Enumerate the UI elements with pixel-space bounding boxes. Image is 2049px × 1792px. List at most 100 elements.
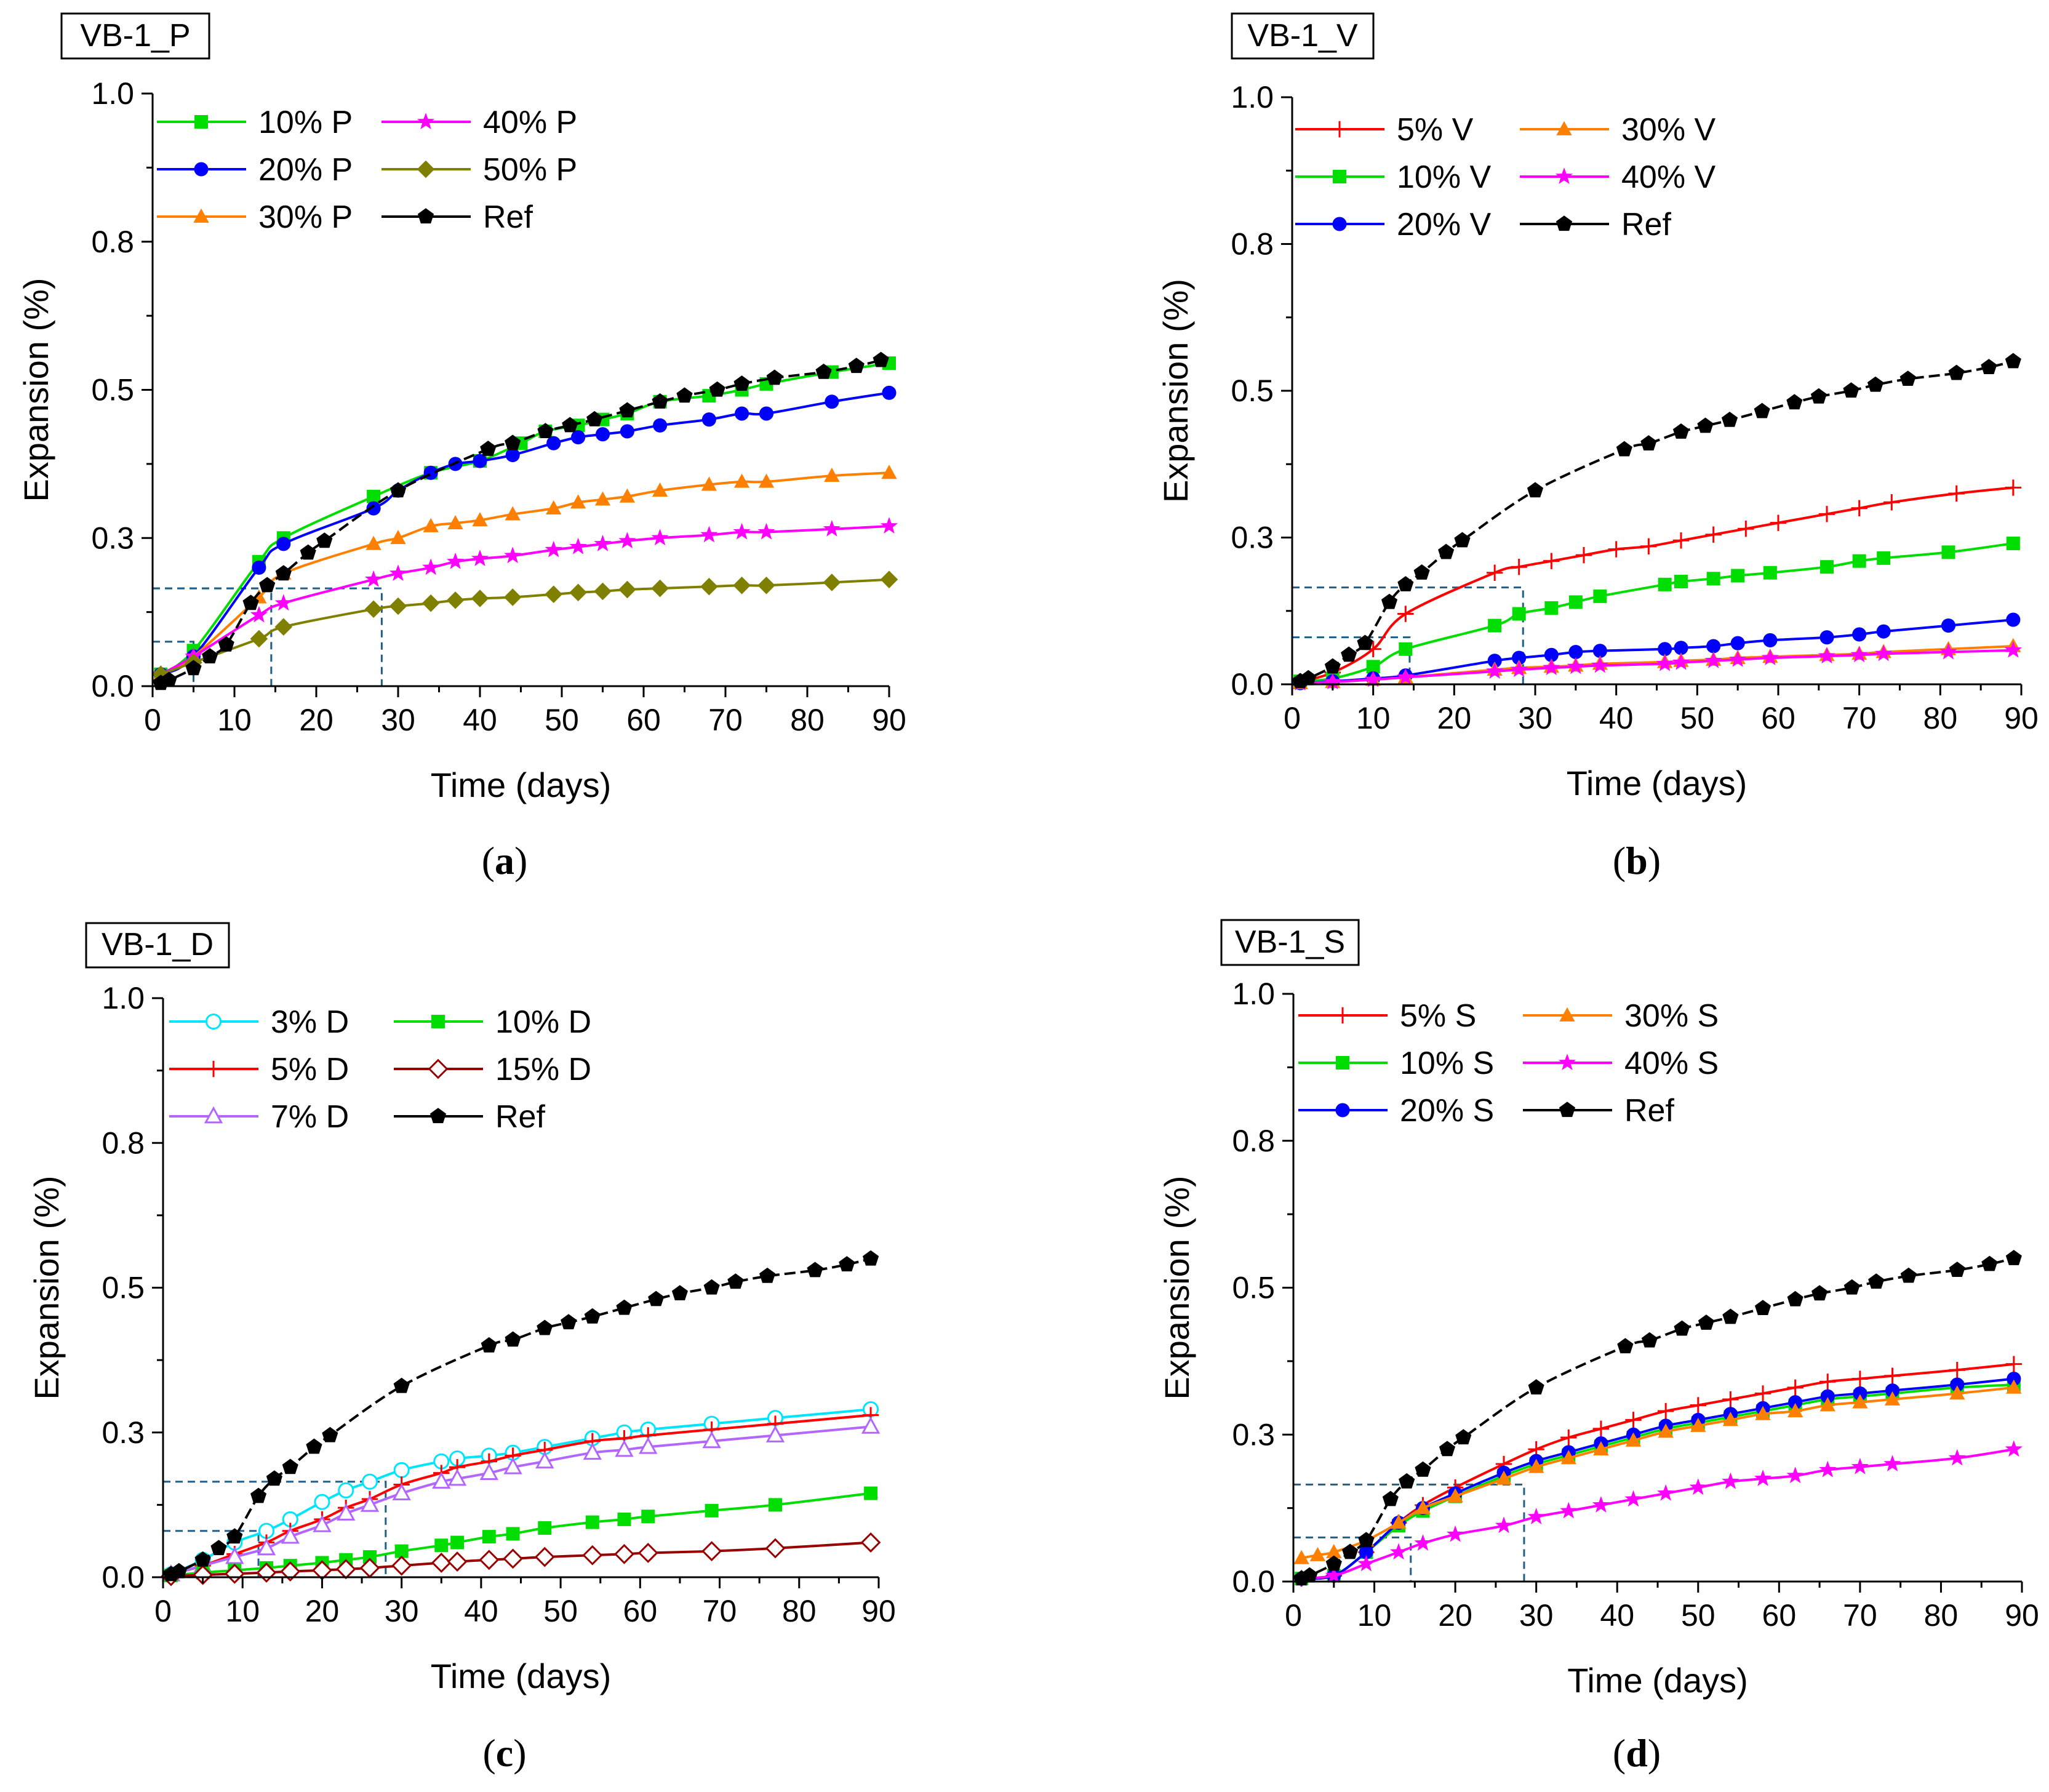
data-point bbox=[338, 1482, 354, 1498]
data-point bbox=[759, 1267, 776, 1283]
data-point bbox=[281, 1526, 300, 1544]
data-point bbox=[766, 369, 783, 385]
data-point bbox=[471, 590, 489, 607]
data-point bbox=[1543, 553, 1560, 569]
data-point bbox=[1722, 1412, 1739, 1426]
x-tick-label: 30 bbox=[381, 703, 415, 737]
data-point bbox=[1486, 662, 1504, 679]
data-point bbox=[1397, 668, 1415, 685]
data-point bbox=[481, 1337, 497, 1353]
series-line-ref bbox=[1300, 360, 2014, 683]
data-point bbox=[446, 591, 465, 609]
data-point bbox=[1811, 1285, 1828, 1301]
data-point bbox=[392, 1483, 411, 1500]
y-tick-label: 0.8 bbox=[91, 225, 134, 259]
y-tick-label: 0.5 bbox=[1232, 1271, 1275, 1305]
data-point bbox=[337, 1503, 356, 1521]
data-point bbox=[1819, 1374, 1836, 1390]
x-tick-label: 30 bbox=[1518, 701, 1552, 735]
data-point bbox=[583, 1442, 602, 1460]
data-point bbox=[210, 1540, 227, 1556]
data-point bbox=[1592, 644, 1607, 658]
legend-marker bbox=[194, 162, 209, 177]
data-point bbox=[1851, 500, 1867, 516]
legend-label: 40% P bbox=[483, 105, 577, 140]
data-point bbox=[1560, 1502, 1578, 1519]
data-point bbox=[432, 1471, 451, 1489]
panel-tag-box bbox=[1220, 919, 1360, 966]
x-tick-label: 0 bbox=[144, 703, 161, 737]
data-point bbox=[1883, 1455, 1901, 1471]
data-point bbox=[1397, 606, 1414, 622]
data-point bbox=[259, 577, 276, 593]
data-point bbox=[1852, 627, 1867, 642]
x-tick-label: 40 bbox=[464, 1594, 498, 1628]
legend-label: 20% V bbox=[1397, 207, 1492, 242]
legend-label: 3% D bbox=[271, 1004, 349, 1040]
data-point bbox=[1625, 1412, 1642, 1428]
data-point bbox=[389, 482, 407, 498]
data-point bbox=[1787, 1290, 1803, 1306]
data-point bbox=[619, 488, 636, 503]
data-point bbox=[2007, 1371, 2021, 1386]
data-point bbox=[391, 1555, 412, 1576]
data-point bbox=[434, 1538, 449, 1553]
data-point bbox=[880, 517, 898, 534]
data-point bbox=[1591, 656, 1609, 673]
data-point bbox=[585, 1515, 599, 1529]
dashed-zoom-box bbox=[1293, 1536, 1412, 1582]
data-point bbox=[1560, 1429, 1577, 1446]
data-point bbox=[1949, 1385, 1965, 1400]
x-tick-label: 60 bbox=[1761, 701, 1795, 735]
data-point bbox=[1391, 1514, 1407, 1529]
data-point bbox=[505, 506, 521, 521]
data-point bbox=[702, 1431, 721, 1449]
data-point bbox=[1852, 1394, 1868, 1409]
data-point bbox=[1341, 646, 1357, 662]
data-point bbox=[648, 1290, 665, 1306]
legend-label: 10% D bbox=[495, 1004, 591, 1040]
data-point bbox=[185, 660, 202, 676]
x-tick-label: 60 bbox=[1762, 1598, 1797, 1633]
legend-marker bbox=[1559, 1102, 1576, 1118]
legend-label: 20% P bbox=[258, 152, 353, 188]
legend-marker bbox=[205, 1060, 222, 1078]
data-point bbox=[250, 1487, 267, 1503]
legend-label: 30% P bbox=[258, 199, 353, 235]
data-point bbox=[282, 1458, 298, 1474]
data-point bbox=[839, 1256, 855, 1271]
data-point bbox=[1309, 1546, 1326, 1561]
data-point bbox=[1820, 1389, 1835, 1404]
data-point bbox=[224, 1563, 245, 1584]
y-tick-label: 0.8 bbox=[102, 1126, 145, 1160]
data-point bbox=[431, 1553, 452, 1573]
data-point bbox=[1357, 1554, 1375, 1572]
legend-label: 40% S bbox=[1624, 1046, 1719, 1081]
data-point bbox=[1415, 1500, 1431, 1514]
data-point bbox=[1592, 1496, 1610, 1513]
x-tick-label: 90 bbox=[2004, 701, 2039, 735]
data-point bbox=[1853, 1386, 1867, 1401]
data-point bbox=[709, 381, 725, 397]
data-point bbox=[1414, 1534, 1432, 1551]
data-point bbox=[703, 1279, 720, 1295]
data-point bbox=[735, 406, 749, 421]
data-point bbox=[1640, 435, 1657, 450]
data-point bbox=[1438, 543, 1455, 559]
data-point bbox=[1617, 1338, 1634, 1354]
data-point bbox=[1819, 630, 1834, 645]
data-point bbox=[1439, 1441, 1455, 1457]
panel-tag-box bbox=[1231, 12, 1375, 60]
data-point bbox=[570, 494, 586, 509]
data-point bbox=[1876, 624, 1891, 639]
data-point bbox=[534, 1546, 555, 1567]
data-point bbox=[1575, 546, 1592, 564]
data-point bbox=[2004, 641, 2022, 658]
data-point bbox=[651, 579, 669, 598]
x-tick-label: 80 bbox=[782, 1594, 817, 1628]
legend-label: 7% D bbox=[271, 1099, 349, 1135]
data-point bbox=[360, 1495, 380, 1512]
data-point bbox=[1625, 1432, 1642, 1447]
data-point bbox=[1948, 485, 1965, 502]
legend-marker bbox=[1556, 215, 1573, 231]
